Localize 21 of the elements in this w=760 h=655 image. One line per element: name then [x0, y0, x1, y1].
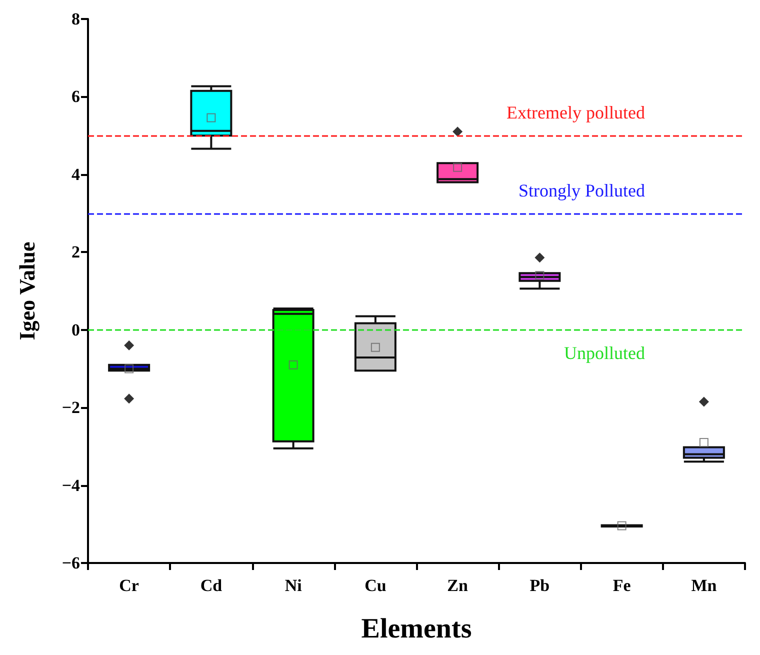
y-tick-label: −4	[62, 476, 80, 495]
x-tick-label: Zn	[447, 576, 469, 595]
y-tick-label: 0	[72, 320, 80, 340]
x-tick-label: Cr	[119, 576, 140, 595]
ref-line-label: Extremely polluted	[506, 102, 645, 123]
x-tick-label: Ni	[284, 576, 302, 595]
x-tick-label: Fe	[612, 576, 632, 595]
ref-line-label: Strongly Polluted	[518, 180, 645, 200]
x-tick-label: Cd	[200, 576, 223, 595]
y-tick-label: −2	[62, 398, 80, 418]
y-tick-label: 2	[72, 242, 80, 262]
y-tick-label: 8	[72, 10, 80, 28]
y-tick-label: −6	[62, 554, 80, 572]
x-tick-label: Cu	[364, 576, 386, 595]
y-tick-label: 4	[72, 164, 80, 184]
ref-line-label: Unpolluted	[564, 342, 645, 363]
y-axis-title: Igeo Value	[14, 242, 40, 340]
x-tick-label: Mn	[691, 576, 718, 595]
x-axis-title: Elements	[361, 614, 472, 644]
x-tick-label: Pb	[530, 576, 550, 595]
y-tick-label: 6	[72, 87, 80, 106]
